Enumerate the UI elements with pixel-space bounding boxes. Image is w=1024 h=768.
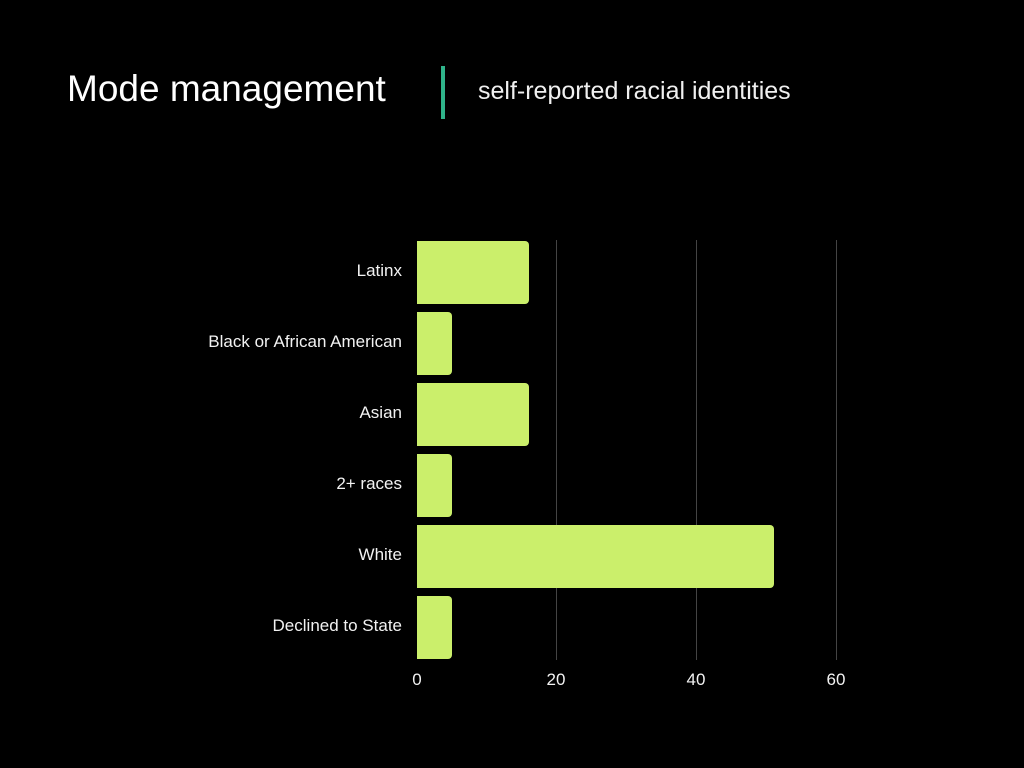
category-label: 2+ races: [336, 474, 402, 493]
x-tick-label: 60: [826, 670, 846, 689]
bar: [417, 454, 452, 517]
x-tick-label: 0: [412, 670, 422, 689]
category-label: Latinx: [356, 261, 402, 280]
category-label: White: [358, 545, 402, 564]
x-tick-label: 20: [546, 670, 566, 689]
bar: [417, 312, 452, 375]
gridline-40: [696, 240, 697, 660]
category-label: Black or African American: [208, 332, 402, 351]
title-divider: [441, 66, 445, 119]
bar: [417, 596, 452, 659]
gridline-60: [836, 240, 837, 660]
gridline-20: [556, 240, 557, 660]
category-label: Asian: [359, 403, 402, 422]
page-subtitle: self-reported racial identities: [478, 77, 791, 105]
bar: [417, 241, 529, 304]
page-title: Mode management: [67, 68, 386, 109]
category-label: Declined to State: [272, 616, 402, 635]
x-tick-label: 40: [686, 670, 706, 689]
bar: [417, 525, 774, 588]
bar: [417, 383, 529, 446]
